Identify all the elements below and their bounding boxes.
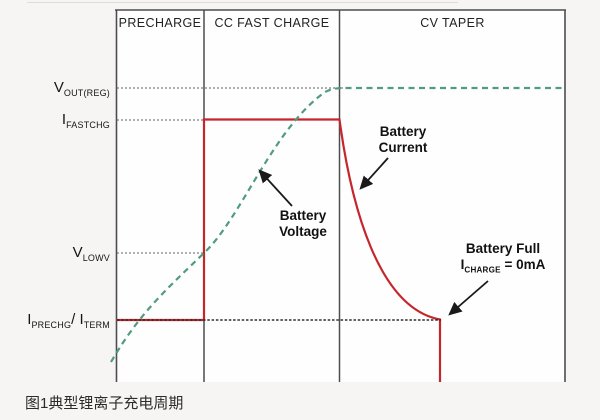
axis-label-ifastchg: IFASTCHG	[61, 111, 110, 130]
vlowv-sub: LOWV	[82, 253, 110, 263]
axis-label-vlowv: VLOWV	[72, 244, 110, 263]
current-arrow	[359, 157, 389, 190]
battery-current-label-line2: Current	[378, 140, 428, 155]
battery-current-line	[116, 118, 442, 382]
voltage-arrow	[258, 169, 293, 207]
battery-voltage-label-line1: Battery	[279, 208, 327, 223]
battery-full-label-line1: Battery Full	[465, 241, 541, 256]
plot-area	[116, 10, 565, 382]
icharge-sub: CHARGE	[464, 265, 501, 275]
vout-sub: OUT(REG)	[63, 88, 110, 98]
iprechg-main: I	[27, 311, 32, 328]
annotation-battery-full: Battery Full ICHARGE = 0mA	[428, 241, 578, 275]
annotation-battery-current: Battery Current	[350, 124, 456, 156]
ifastchg-main: I	[61, 111, 67, 128]
phase-header-cc-fast-charge: CC FAST CHARGE	[214, 16, 330, 30]
battery-full-arrow	[448, 280, 489, 316]
battery-voltage-label-line2: Voltage	[279, 224, 327, 239]
vout-main: V	[53, 79, 64, 96]
iprechg-sub: PRECHG	[31, 320, 72, 330]
vlowv-main: V	[72, 244, 83, 261]
battery-voltage-line	[110, 86, 565, 363]
iprechg-sub2: TERM	[83, 320, 110, 330]
figure-caption: 图1典型锂离子充电周期	[25, 395, 184, 412]
battery-current-label-line1: Battery	[379, 124, 427, 139]
ifastchg-sub: FASTCHG	[66, 120, 110, 130]
annotation-battery-voltage: Battery Voltage	[250, 208, 356, 240]
phase-header-precharge: PRECHARGE	[118, 16, 202, 30]
axis-label-iprechg-iterm: IPRECHG/ ITERM	[27, 311, 110, 330]
iprechg-mid: / I	[71, 311, 84, 328]
phase-header-cv-taper: CV TAPER	[420, 16, 485, 30]
icharge-main: I	[460, 257, 465, 272]
axis-label-vout-reg: VOUT(REG)	[53, 79, 110, 98]
battery-full-label-line2: ICHARGE = 0mA	[428, 257, 578, 275]
icharge-eq: = 0mA	[500, 257, 546, 272]
